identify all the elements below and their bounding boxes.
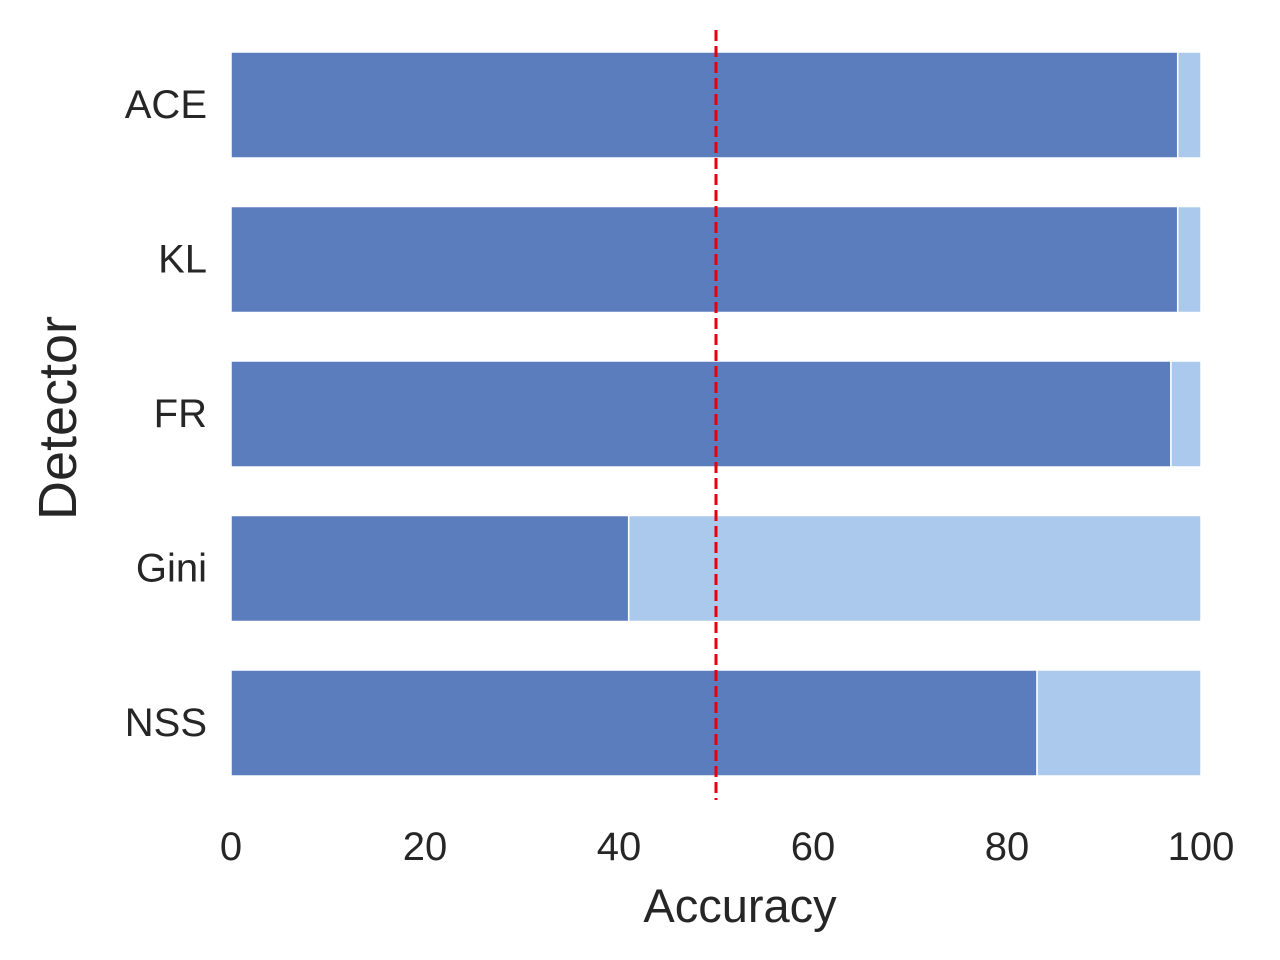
x-tick-label-20: 20: [403, 825, 448, 869]
x-tick-labels: 0 20 40 60 80 100: [220, 825, 1235, 869]
x-tick-label-40: 40: [597, 825, 642, 869]
bar-fr-segment-2: [1170, 360, 1202, 468]
y-tick-labels: ACE KL FR Gini NSS: [125, 83, 207, 745]
y-tick-label-kl: KL: [158, 238, 207, 282]
bar-nss-segment-2: [1036, 669, 1202, 777]
bar-ace-segment-1: [230, 51, 1179, 159]
y-tick-label-gini: Gini: [136, 547, 207, 591]
bars-layer: [230, 51, 1202, 777]
x-tick-label-0: 0: [220, 825, 242, 869]
x-tick-label-60: 60: [791, 825, 836, 869]
bar-gini-segment-2: [627, 514, 1202, 623]
y-tick-label-fr: FR: [154, 392, 207, 436]
y-tick-label-nss: NSS: [125, 701, 207, 745]
bar-nss-segment-1: [230, 669, 1038, 777]
bar-gini-segment-1: [230, 514, 630, 623]
x-tick-label-100: 100: [1168, 825, 1235, 869]
x-axis-title: Accuracy: [643, 879, 837, 932]
bar-ace-segment-2: [1176, 51, 1202, 159]
x-tick-label-80: 80: [985, 825, 1030, 869]
bar-fr-segment-1: [230, 360, 1172, 468]
bar-kl-segment-2: [1176, 205, 1202, 314]
y-axis-title: Detector: [28, 316, 88, 520]
y-tick-label-ace: ACE: [125, 83, 207, 127]
bar-kl-segment-1: [230, 205, 1179, 314]
